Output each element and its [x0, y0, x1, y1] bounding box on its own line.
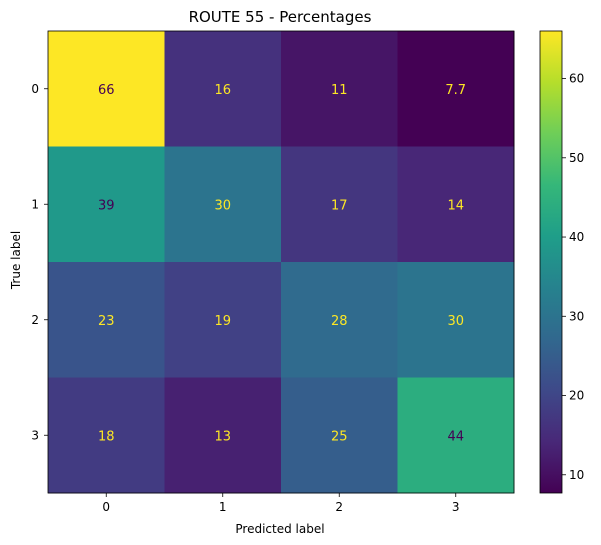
cell-value-label: 7.7: [445, 83, 466, 98]
colorbar-tick-label: 30: [569, 309, 584, 323]
y-tick-label: 2: [31, 313, 39, 327]
heatmap-cell: [397, 262, 515, 378]
x-axis-label: Predicted label: [235, 522, 324, 536]
cell-value-label: 13: [214, 429, 231, 444]
x-tick-label: 0: [102, 500, 110, 514]
cell-value-label: 11: [331, 83, 348, 98]
heatmap-cell: [164, 31, 282, 147]
chart-title: ROUTE 55 - Percentages: [189, 8, 372, 26]
plot-frame: [47, 30, 515, 494]
colorbar-tick-label: 20: [569, 389, 584, 403]
colorbar-gradient: [539, 30, 563, 494]
heatmap-cell: [164, 146, 282, 263]
x-tick-label: 1: [219, 500, 227, 514]
cell-value-label: 25: [331, 429, 348, 444]
x-tick-label: 2: [335, 500, 343, 514]
heatmap-cell: [48, 262, 165, 378]
x-axis-ticks: 0 1 2 3: [102, 493, 460, 514]
heatmap-cell: [164, 262, 282, 378]
heatmap-cell: [281, 146, 398, 263]
colorbar-tick-label: 60: [569, 72, 584, 86]
colorbar-tick-label: 40: [569, 230, 584, 244]
heatmap-cells: 66 16 11 7.7 39 30 17 14 23 19 28 30 18 13 25 44: [47, 30, 515, 494]
cell-value-label: 30: [214, 198, 231, 213]
heatmap-cell: [48, 377, 165, 494]
cell-value-label: 44: [447, 429, 464, 444]
cell-value-label: 28: [331, 314, 348, 329]
cell-value-label: 23: [98, 314, 115, 329]
heatmap-cell: [397, 146, 515, 263]
heatmap-cell: [281, 377, 398, 494]
cell-value-label: 39: [98, 198, 115, 213]
heatmap-cell: [281, 262, 398, 378]
cell-value-label: 14: [447, 198, 464, 213]
y-axis-ticks: 0 1 2 3: [31, 82, 48, 442]
heatmap-cell: [164, 377, 282, 494]
colorbar-tick-label: 50: [569, 151, 584, 165]
heatmap-cell: [48, 31, 165, 147]
y-tick-label: 3: [31, 428, 39, 442]
heatmap-cell: [48, 146, 165, 263]
cell-value-label: 19: [214, 314, 231, 329]
y-tick-label: 0: [31, 82, 39, 96]
colorbar: 10 20 30 40 50 60: [539, 30, 584, 494]
cell-value-label: 17: [331, 198, 348, 213]
cell-value-label: 16: [214, 83, 231, 98]
colorbar-tick-label: 10: [569, 468, 584, 482]
heatmap-cell: [397, 377, 515, 494]
x-tick-label: 3: [452, 500, 460, 514]
y-axis-label: True label: [9, 231, 23, 290]
cell-value-label: 66: [98, 83, 115, 98]
cell-value-label: 18: [98, 429, 115, 444]
y-tick-label: 1: [31, 197, 39, 211]
heatmap-cell: [281, 31, 398, 147]
cell-value-label: 30: [447, 314, 464, 329]
heatmap-cell: [397, 31, 515, 147]
